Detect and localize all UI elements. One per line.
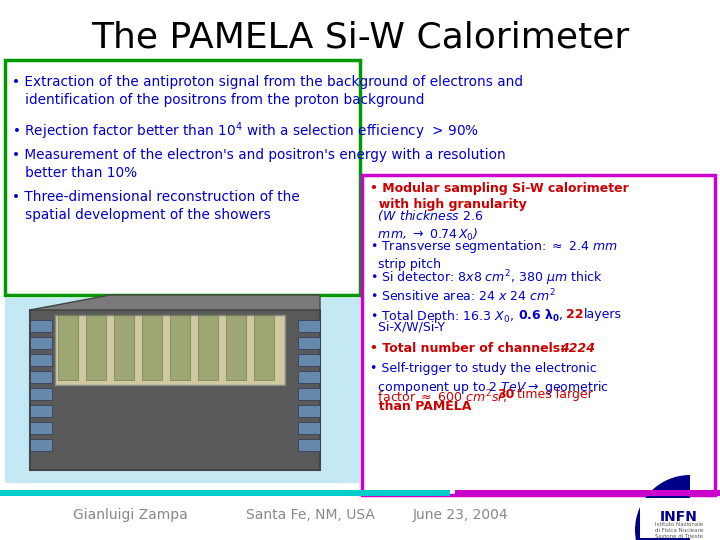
Text: The PAMELA Si-W Calorimeter: The PAMELA Si-W Calorimeter <box>91 21 629 55</box>
Text: factor $\approx$ $600$ $cm^2 sr$,: factor $\approx$ $600$ $cm^2 sr$, <box>370 388 508 406</box>
Text: • Self-trigger to study the electronic
  component up to $2$ $TeV\rightarrow$ ge: • Self-trigger to study the electronic c… <box>370 362 609 396</box>
Bar <box>30 405 52 417</box>
Bar <box>5 60 360 295</box>
Bar <box>226 315 246 380</box>
Bar <box>298 320 320 332</box>
Bar <box>114 315 134 380</box>
Text: • Total number of channels:: • Total number of channels: <box>370 342 565 355</box>
Bar <box>298 354 320 366</box>
Bar <box>298 388 320 400</box>
Bar <box>0 490 450 496</box>
Bar <box>58 315 78 380</box>
Bar <box>30 439 52 451</box>
Text: June 23, 2004: June 23, 2004 <box>412 508 508 522</box>
Text: • Transverse segmentation: $\approx$ $2.4$ $mm$
  strip pitch: • Transverse segmentation: $\approx$ $2.… <box>370 238 618 271</box>
Text: Santa Fe, NM, USA: Santa Fe, NM, USA <box>246 508 374 522</box>
Bar <box>298 337 320 349</box>
Text: • Modular sampling Si-W calorimeter
  with high granularity: • Modular sampling Si-W calorimeter with… <box>370 182 629 211</box>
Text: INFN: INFN <box>660 510 698 524</box>
Bar <box>30 320 52 332</box>
Bar <box>455 490 720 496</box>
Bar <box>142 315 162 380</box>
Text: • Rejection factor better than $10^4$ with a selection efficiency  > 90%: • Rejection factor better than $10^4$ wi… <box>12 120 480 141</box>
Bar <box>30 388 52 400</box>
Bar <box>298 405 320 417</box>
Bar <box>362 175 715 495</box>
Text: than PAMELA: than PAMELA <box>370 400 472 413</box>
Bar <box>198 315 218 380</box>
Bar <box>86 315 106 380</box>
Bar <box>298 422 320 434</box>
Bar <box>5 298 360 483</box>
Text: times larger: times larger <box>517 388 593 401</box>
Polygon shape <box>30 295 320 310</box>
Text: • Extraction of the antiproton signal from the background of electrons and
   id: • Extraction of the antiproton signal fr… <box>12 75 523 107</box>
Bar <box>298 371 320 383</box>
Text: • Measurement of the electron's and positron's energy with a resolution
   bette: • Measurement of the electron's and posi… <box>12 148 505 180</box>
Text: Gianluigi Zampa: Gianluigi Zampa <box>73 508 187 522</box>
Text: (W thickness $2.6$
  $mm$, $\rightarrow$ $0.74\,X_0$): (W thickness $2.6$ $mm$, $\rightarrow$ $… <box>370 208 483 242</box>
Text: • Sensitive area: $24$ $x$ $24$ $cm^2$: • Sensitive area: $24$ $x$ $24$ $cm^2$ <box>370 288 556 305</box>
Bar <box>30 337 52 349</box>
Bar <box>170 315 190 380</box>
Text: $\mathbf{0.6}$ $\mathbf{\lambda_0}$,: $\mathbf{0.6}$ $\mathbf{\lambda_0}$, <box>518 308 563 324</box>
Text: Si-X/W/Si-Y: Si-X/W/Si-Y <box>370 320 445 333</box>
Bar <box>30 422 52 434</box>
Bar <box>30 354 52 366</box>
Bar <box>254 315 274 380</box>
Text: 22: 22 <box>566 308 583 321</box>
Bar <box>30 310 320 470</box>
Text: Istituto Nazionale
di Fisica Nucleare
Sezione di Trieste: Istituto Nazionale di Fisica Nucleare Se… <box>655 522 703 539</box>
Bar <box>55 315 285 385</box>
Bar <box>30 371 52 383</box>
Text: • Si detector: $8x8$ $cm^2$, $380$ $\mu m$ thick: • Si detector: $8x8$ $cm^2$, $380$ $\mu … <box>370 268 603 288</box>
Text: 30: 30 <box>497 388 514 401</box>
Bar <box>298 439 320 451</box>
Text: • Total Depth: $16.3$ $X_0$,: • Total Depth: $16.3$ $X_0$, <box>370 308 514 325</box>
Wedge shape <box>635 475 690 540</box>
Bar <box>640 498 718 538</box>
Text: layers: layers <box>584 308 622 321</box>
Text: • Three-dimensional reconstruction of the
   spatial development of the showers: • Three-dimensional reconstruction of th… <box>12 190 300 222</box>
Text: 4224: 4224 <box>560 342 595 355</box>
